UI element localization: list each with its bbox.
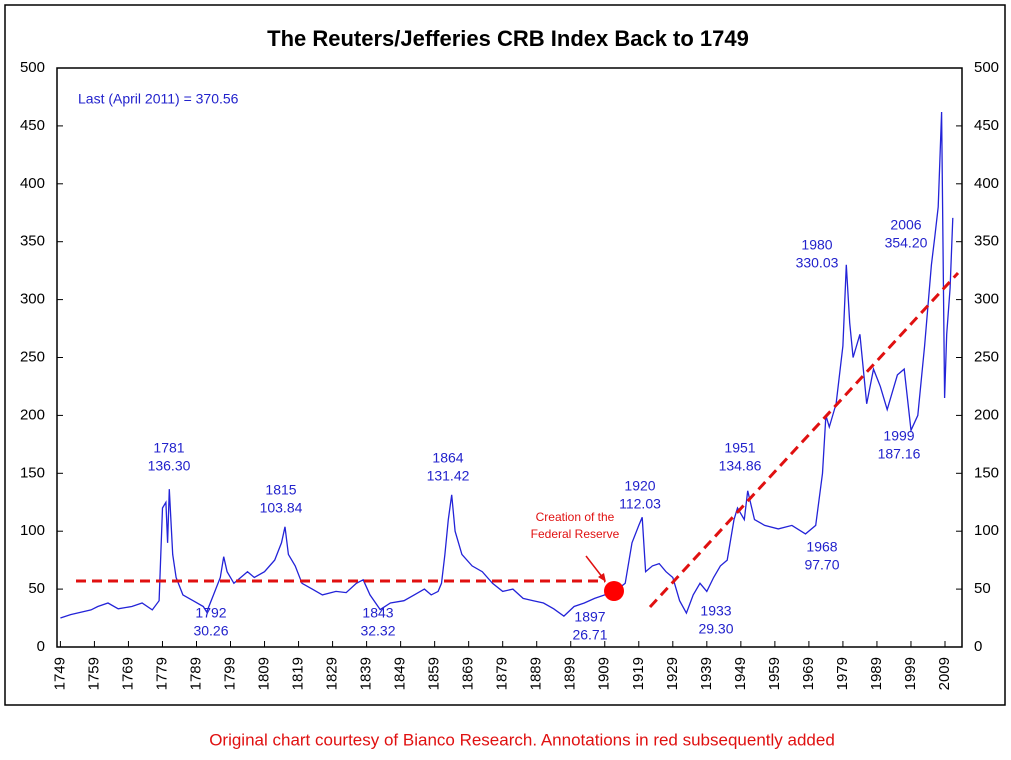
- x-tick-label: 1809: [256, 657, 273, 690]
- peak-annotation: 1920: [624, 478, 655, 494]
- peak-annotation: 131.42: [427, 468, 470, 484]
- y2-tick-label: 100: [974, 522, 999, 539]
- x-tick-label: 1849: [392, 657, 409, 690]
- peak-annotation: 26.71: [572, 627, 607, 643]
- peak-annotation: 1968: [806, 539, 837, 555]
- y2-tick-label: 250: [974, 348, 999, 365]
- peak-annotation: 2006: [890, 217, 921, 233]
- y2-tick-label: 150: [974, 464, 999, 481]
- x-tick-label: 1999: [902, 657, 919, 690]
- x-tick-label: 1939: [698, 657, 715, 690]
- fed-dot: [604, 581, 624, 601]
- peak-annotation: 32.32: [360, 623, 395, 639]
- x-tick-label: 1979: [834, 657, 851, 690]
- marks: [60, 111, 954, 619]
- x-tick-label: 1919: [630, 657, 647, 690]
- peak-annotation: 1843: [362, 605, 393, 621]
- x-tick-label: 1819: [290, 657, 307, 690]
- chart-frame: [4, 4, 1006, 706]
- x-tick-label: 1799: [221, 657, 238, 690]
- y2-tick-label: 50: [974, 580, 991, 597]
- fed-arrow: [585, 555, 604, 579]
- x-tick-label: 1949: [732, 657, 749, 690]
- y-tick-label: 200: [20, 406, 45, 423]
- peak-annotation: 1781: [153, 440, 184, 456]
- fed-note: Creation of the: [536, 510, 615, 524]
- peak-annotation: 1815: [265, 482, 296, 498]
- x-tick-label: 1969: [800, 657, 817, 690]
- x-tick-label: 1869: [460, 657, 477, 690]
- peak-annotation: 330.03: [796, 255, 839, 271]
- y-tick-label: 300: [20, 291, 45, 308]
- x-tick-label: 1839: [358, 657, 375, 690]
- y-tick-label: 50: [28, 580, 45, 597]
- peak-annotation: 1999: [883, 428, 914, 444]
- x-tick-label: 1909: [596, 657, 613, 690]
- x-tick-label: 1929: [664, 657, 681, 690]
- y2-tick-label: 500: [974, 59, 999, 76]
- y-tick-label: 450: [20, 117, 45, 134]
- x-tick-label: 1959: [766, 657, 783, 690]
- x-tick-label: 1899: [562, 657, 579, 690]
- peak-annotation: 97.70: [804, 557, 839, 573]
- x-tick-label: 1829: [324, 657, 341, 690]
- y-tick-label: 250: [20, 348, 45, 365]
- y-tick-label: 500: [20, 59, 45, 76]
- peak-annotation: 112.03: [619, 496, 661, 512]
- peak-annotation: 1897: [574, 609, 605, 625]
- peak-annotation: 29.30: [698, 621, 733, 637]
- x-tick-label: 1749: [51, 657, 68, 690]
- y2-tick-label: 0: [974, 638, 982, 655]
- y2-tick-label: 200: [974, 406, 999, 423]
- x-tick-label: 1769: [119, 657, 136, 690]
- peak-annotation: 1980: [801, 237, 832, 253]
- peak-annotation: 1864: [432, 450, 463, 466]
- x-tick-label: 2009: [936, 657, 953, 690]
- y-tick-label: 0: [37, 638, 45, 655]
- peak-annotation: 354.20: [885, 235, 928, 251]
- fed-note: Federal Reserve: [531, 527, 620, 541]
- y2-tick-label: 450: [974, 117, 999, 134]
- y2-tick-label: 400: [974, 175, 999, 192]
- x-tick-label: 1759: [85, 657, 102, 690]
- y2-tick-label: 350: [974, 233, 999, 250]
- peak-annotation: 187.16: [878, 446, 921, 462]
- x-tick-label: 1989: [868, 657, 885, 690]
- x-tick-label: 1879: [494, 657, 511, 690]
- peak-annotation: 136.30: [148, 458, 191, 474]
- y-tick-label: 350: [20, 233, 45, 250]
- peak-annotation: 1792: [195, 605, 226, 621]
- peak-annotation: 1951: [724, 440, 755, 456]
- y-tick-label: 150: [20, 464, 45, 481]
- x-tick-label: 1859: [426, 657, 443, 690]
- peak-annotation: 103.84: [260, 500, 303, 516]
- trend-line: [648, 271, 960, 609]
- footnote: Original chart courtesy of Bianco Resear…: [209, 730, 835, 749]
- peak-annotation: 1933: [700, 603, 731, 619]
- series-line: [60, 111, 954, 619]
- y2-tick-label: 300: [974, 291, 999, 308]
- y-tick-label: 100: [20, 522, 45, 539]
- last-note: Last (April 2011) = 370.56: [78, 91, 239, 107]
- x-tick-label: 1889: [528, 657, 545, 690]
- fed-arrow-head: [598, 573, 606, 582]
- x-tick-label: 1779: [153, 657, 170, 690]
- chart-title: The Reuters/Jefferies CRB Index Back to …: [267, 26, 749, 51]
- x-tick-label: 1789: [187, 657, 204, 690]
- y-tick-label: 400: [20, 175, 45, 192]
- peak-annotation: 134.86: [719, 458, 762, 474]
- peak-annotation: 30.26: [193, 623, 228, 639]
